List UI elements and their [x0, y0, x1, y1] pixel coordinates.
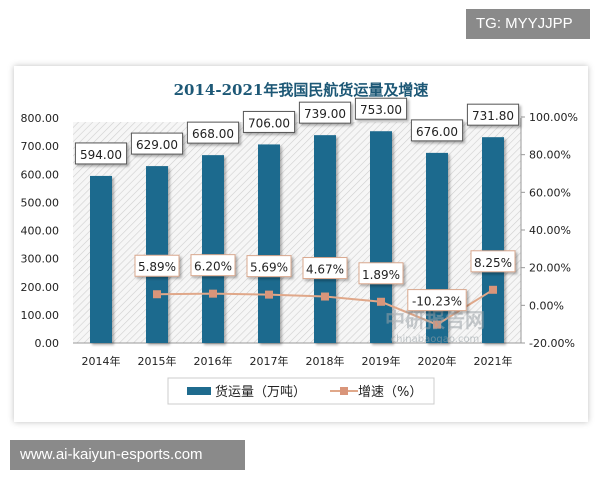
legend-line-label: 增速（%） — [358, 385, 422, 400]
growth-data-label-box — [246, 255, 292, 278]
growth-data-label-box — [302, 257, 348, 280]
bar — [202, 155, 224, 343]
right-axis-tick: 0.00% — [529, 299, 564, 312]
bar-data-label: 753.00 — [360, 103, 402, 117]
x-axis-tick: 2015年 — [138, 354, 177, 368]
growth-marker — [265, 290, 273, 299]
chart-title: 2014-2021年我国民航货运量及增速 — [174, 81, 429, 99]
legend: 货运量（万吨） 增速（%） — [167, 377, 435, 405]
growth-marker — [377, 297, 385, 306]
x-axis-tick: 2017年 — [250, 354, 289, 368]
legend-bar-label: 货运量（万吨） — [215, 384, 306, 400]
left-axis-tick: 500.00 — [21, 196, 60, 209]
x-axis-tick: 2021年 — [474, 354, 513, 368]
growth-marker — [209, 289, 217, 298]
site-url-tag: www.ai-kaiyun-esports.com — [10, 440, 245, 470]
legend-line-marker — [340, 387, 348, 395]
growth-data-label: 1.89% — [362, 268, 400, 282]
right-axis-tick: 40.00% — [529, 224, 571, 237]
growth-data-label: 4.67% — [306, 263, 344, 277]
left-axis-tick: 700.00 — [21, 140, 60, 153]
legend-bar-swatch — [187, 387, 211, 395]
growth-marker — [489, 285, 497, 294]
growth-marker — [321, 292, 329, 301]
bar-data-label-box — [298, 101, 352, 124]
bar-data-label-box — [354, 97, 408, 120]
growth-data-label: 6.20% — [194, 260, 232, 274]
growth-marker — [433, 320, 441, 329]
growth-data-label: 8.25% — [474, 256, 512, 270]
bar-data-label: 706.00 — [248, 116, 290, 130]
left-axis-tick: 600.00 — [21, 168, 60, 181]
bar-data-label: 594.00 — [80, 148, 122, 162]
bar-data-label-box — [130, 132, 184, 155]
right-axis-tick: -20.00% — [529, 337, 575, 350]
x-axis-tick: 2016年 — [194, 354, 233, 368]
growth-data-label-box — [407, 289, 467, 312]
bar — [146, 166, 168, 343]
watermark-url: chinabaogao.com — [391, 334, 480, 345]
bar-data-label: 629.00 — [136, 138, 178, 152]
bar — [482, 137, 504, 343]
bar — [258, 144, 280, 343]
right-axis-tick: 100.00% — [529, 111, 578, 124]
bar — [314, 135, 336, 343]
chart: 2014-2021年我国民航货运量及增速 0.00 100.00 200.00 300.… — [21, 81, 578, 405]
chart-card: 2014-2021年我国民航货运量及增速 0.00 100.00 200.00 300.… — [14, 66, 588, 422]
watermark-name: 中研报告网 — [385, 308, 485, 332]
bar-data-label: 731.80 — [472, 109, 514, 123]
left-axis-tick: 400.00 — [21, 225, 60, 238]
bar-data-label-box — [186, 121, 240, 144]
bar-data-label: 668.00 — [192, 127, 234, 141]
growth-marker — [153, 290, 161, 299]
left-axis-tick: 0.00 — [35, 337, 60, 350]
growth-data-label-box — [470, 250, 516, 273]
bar-data-label-box — [466, 103, 520, 126]
bar — [90, 175, 112, 343]
left-axis-tick: 100.00 — [21, 309, 60, 322]
legend-box — [167, 377, 435, 405]
growth-data-label: -10.23% — [412, 295, 462, 309]
right-axis-tick: 20.00% — [529, 262, 571, 275]
left-axis-tick: 800.00 — [21, 112, 60, 125]
x-axis-tick: 2018年 — [306, 354, 345, 368]
right-axis-tick: 60.00% — [529, 186, 571, 199]
growth-data-label-box — [358, 262, 404, 285]
bar-data-label-box — [74, 142, 128, 165]
bar-data-label-box — [410, 119, 464, 142]
bar-data-label-box — [242, 110, 296, 133]
growth-data-label: 5.69% — [250, 261, 288, 275]
x-axis-tick: 2019年 — [362, 354, 401, 368]
growth-data-label: 5.89% — [138, 260, 176, 274]
top-right-tag: TG: MYYJJPP — [466, 9, 590, 39]
x-axis-tick: 2014年 — [82, 354, 121, 368]
growth-data-label-box — [134, 254, 180, 277]
bar-data-label: 739.00 — [304, 107, 346, 121]
left-axis-tick: 200.00 — [21, 281, 60, 294]
bar — [370, 131, 392, 343]
x-axis-tick: 2020年 — [418, 354, 457, 368]
bar-data-label: 676.00 — [416, 125, 458, 139]
growth-data-label-box — [190, 254, 236, 277]
right-axis-tick: 80.00% — [529, 149, 571, 162]
left-axis-tick: 300.00 — [21, 253, 60, 266]
